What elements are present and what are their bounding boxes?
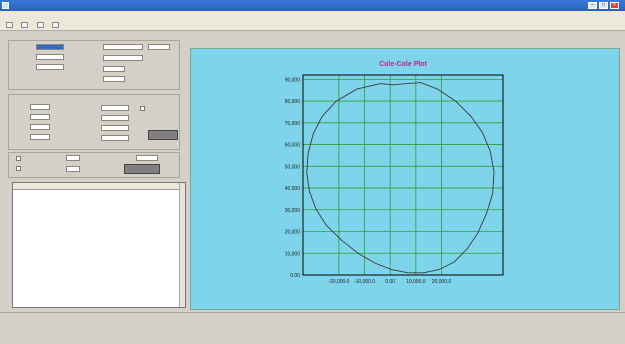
x-tick-label: -20,000.0 xyxy=(328,279,349,285)
y-tick-label: 80,000 xyxy=(285,99,301,105)
maximize-button[interactable]: □ xyxy=(599,2,608,9)
freq-field-3[interactable] xyxy=(101,125,129,131)
impedance-series-line xyxy=(306,82,495,274)
run-field-2[interactable] xyxy=(136,155,158,161)
run-checkbox-1[interactable] xyxy=(16,156,21,161)
menu-item-1[interactable] xyxy=(0,13,6,15)
app-icon xyxy=(2,2,9,9)
plot-frame xyxy=(302,74,504,276)
info-group xyxy=(8,40,180,90)
run-button[interactable] xyxy=(124,164,160,174)
run-field-1[interactable] xyxy=(66,155,80,161)
right-field-4[interactable] xyxy=(103,76,125,82)
param-field-1[interactable] xyxy=(30,104,50,110)
close-button[interactable]: × xyxy=(610,2,619,9)
toolbar-save-icon[interactable] xyxy=(36,22,44,28)
row1-field[interactable] xyxy=(36,44,64,50)
row3-field[interactable] xyxy=(36,64,64,70)
toolbar-open-icon[interactable] xyxy=(21,22,29,28)
table-scrollbar[interactable] xyxy=(179,183,185,307)
params-group xyxy=(8,94,180,150)
menu-bar xyxy=(0,11,625,20)
right-field-2[interactable] xyxy=(103,55,143,61)
x-tick-label: 0.00 xyxy=(385,279,395,285)
run-checkbox-2[interactable] xyxy=(16,166,21,171)
toolbar xyxy=(0,20,625,31)
freq-field-1[interactable] xyxy=(101,105,129,111)
row2-field[interactable] xyxy=(36,54,64,60)
minimize-button[interactable]: – xyxy=(588,2,597,9)
menu-item-3[interactable] xyxy=(15,13,21,15)
param-field-3[interactable] xyxy=(30,124,50,130)
toolbar-print-icon[interactable] xyxy=(52,22,60,28)
y-tick-label: 50,000 xyxy=(285,164,301,170)
table-header xyxy=(13,183,185,190)
freq-field-2[interactable] xyxy=(101,115,129,121)
menu-item-4[interactable] xyxy=(22,13,28,15)
chart-title: Cole-Cole Plot xyxy=(379,61,428,68)
apply-button[interactable] xyxy=(148,130,178,140)
x-tick-label: -10,000.0 xyxy=(354,279,375,285)
option-checkbox[interactable] xyxy=(140,106,145,111)
y-tick-label: 60,000 xyxy=(285,143,301,149)
y-tick-label: 30,000 xyxy=(285,208,301,214)
right-field-1b[interactable] xyxy=(148,44,170,50)
x-tick-label: 20,000.0 xyxy=(432,279,452,285)
run-field-3[interactable] xyxy=(66,166,80,172)
bottom-button-bar xyxy=(0,312,625,344)
y-tick-label: 40,000 xyxy=(285,186,301,192)
run-group xyxy=(8,152,180,178)
y-tick-label: 90,000 xyxy=(285,77,301,83)
right-field-3[interactable] xyxy=(103,66,125,72)
menu-item-2[interactable] xyxy=(7,13,13,15)
toolbar-new-icon[interactable] xyxy=(6,22,13,28)
y-tick-label: 70,000 xyxy=(285,121,301,127)
data-table[interactable] xyxy=(12,182,186,308)
x-tick-label: 10,000.0 xyxy=(406,279,426,285)
y-tick-label: 20,000 xyxy=(285,230,301,236)
param-field-4[interactable] xyxy=(30,134,50,140)
title-bar: – □ × xyxy=(0,0,625,11)
cole-cole-chart: Cole-Cole Plot 0.00 10,000 20,000 30,000 40,0… xyxy=(285,61,504,285)
menu-item-5[interactable] xyxy=(30,13,36,15)
param-field-2[interactable] xyxy=(30,114,50,120)
y-tick-label: 10,000 xyxy=(285,251,301,257)
freq-field-4[interactable] xyxy=(101,135,129,141)
right-field-1[interactable] xyxy=(103,44,143,50)
plot-panel: Cole-Cole Plot 0.00 10,000 20,000 30,000 40,0… xyxy=(190,48,620,310)
y-tick-label: 0.00 xyxy=(290,273,300,279)
